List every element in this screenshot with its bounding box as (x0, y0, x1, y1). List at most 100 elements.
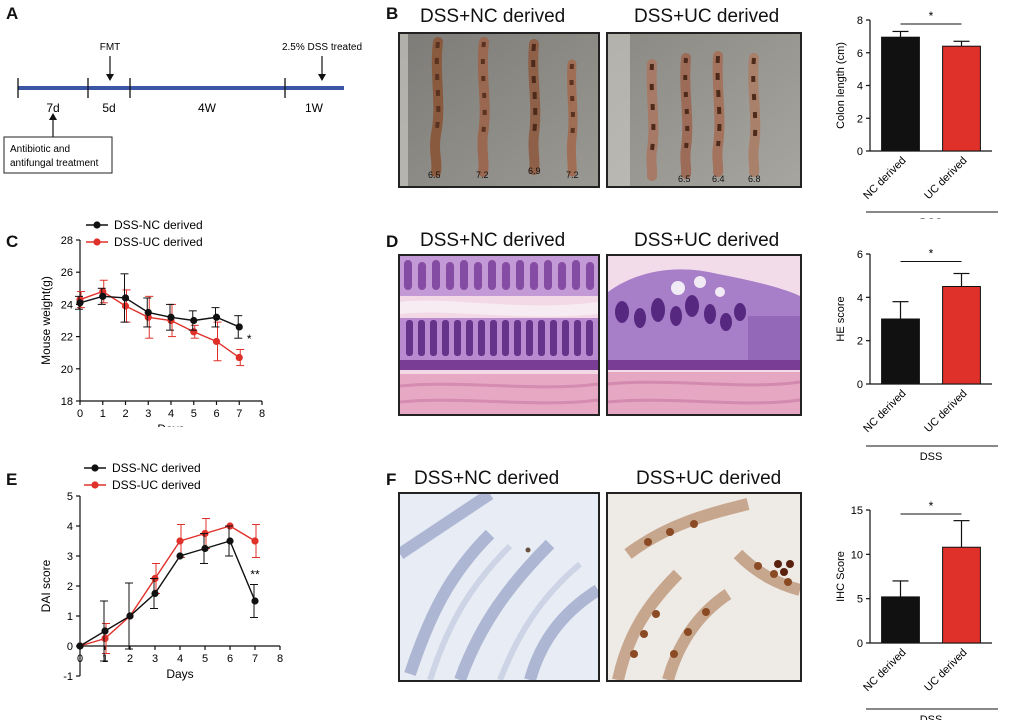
y-axis-label: Mouse weight(g) (39, 276, 53, 365)
x-tick-label: 3 (152, 653, 158, 665)
significance-marker: * (929, 499, 934, 513)
y-axis-label: HE score (835, 296, 847, 341)
fmt-arrow-head (106, 74, 114, 81)
colon-specimen (566, 59, 578, 177)
photo-title-uc: DSS+UC derived (634, 230, 780, 251)
y-tick-label: 2 (67, 581, 73, 593)
significance-marker: * (929, 9, 934, 23)
bar (881, 596, 920, 644)
colon-photo-uc-image: 6.5 6.4 6.8 (608, 34, 800, 186)
x-tick-label: 6 (213, 408, 219, 420)
legend-label: DSS-NC derived (112, 461, 201, 475)
legend-label: DSS-NC derived (114, 218, 203, 232)
ihc-photo-nc (398, 492, 600, 682)
colon-specimen (528, 39, 541, 175)
legend-label: DSS-UC derived (114, 235, 203, 249)
x-tick-label: 5 (191, 408, 197, 420)
colon-length-chart: 0 2 4 6 8 Colon length (cm) NC derived UC deriv… (835, 9, 998, 219)
legend-marker (91, 464, 99, 472)
data-point (101, 627, 109, 635)
series-line (79, 295, 240, 328)
y-tick-label: 0 (857, 379, 863, 391)
x-tick-label: 5 (202, 653, 208, 665)
y-tick-label: 0 (67, 641, 73, 653)
data-point (144, 308, 152, 317)
colon-specimen (646, 59, 659, 181)
colon-specimen (680, 53, 693, 179)
colon-length-label: 7.2 (566, 170, 579, 180)
data-point (121, 294, 130, 302)
photo-title-nc: DSS+NC derived (420, 6, 566, 27)
he-photo-uc-image (608, 256, 800, 414)
photo-title-uc: DSS+UC derived (636, 468, 782, 489)
data-point (212, 313, 221, 321)
significance-marker: ** (250, 568, 260, 582)
data-point (101, 634, 109, 643)
y-axis-label: Colon length (cm) (835, 42, 847, 129)
bar (881, 36, 920, 152)
data-point (176, 552, 184, 560)
x-tick-label: 4 (177, 653, 183, 665)
colon-specimen (712, 51, 725, 177)
legend-marker (93, 221, 101, 229)
x-tick-label: 4 (168, 408, 174, 420)
ihc-photo-uc (606, 492, 802, 682)
x-tick-label: UC derived (922, 388, 969, 435)
group-label: DSS (920, 714, 943, 720)
fmt-label: FMT (100, 42, 121, 53)
bar (881, 318, 920, 385)
panel-label-c: C (6, 232, 19, 251)
he-photo-nc (398, 254, 600, 416)
ihc-photo-nc-image (400, 494, 598, 680)
y-axis-label: DAI score (39, 559, 53, 612)
treatment-label-line1: Antibiotic and (10, 144, 70, 155)
colon-photo-nc-image: 6.5 7.2 6.9 7.2 (400, 34, 598, 186)
colon-length-label: 6.8 (748, 174, 761, 184)
y-tick-label: 20 (61, 364, 73, 376)
dss-label: 2.5% DSS treated (282, 42, 362, 53)
y-tick-label: 24 (61, 299, 73, 311)
x-tick-label: 0 (77, 408, 83, 420)
x-tick-label: 1 (100, 408, 106, 420)
y-tick-label: 4 (67, 521, 73, 533)
group-label: DSS (920, 217, 943, 219)
dss-arrow-head (318, 74, 326, 81)
legend-label: DSS-UC derived (112, 478, 201, 492)
colon-photo-uc: 6.5 6.4 6.8 (606, 32, 802, 188)
photo-title-uc: DSS+UC derived (634, 6, 780, 27)
colon-photo-nc: 6.5 7.2 6.9 7.2 (398, 32, 600, 188)
x-tick-label: 2 (127, 653, 133, 665)
bar (942, 546, 981, 644)
x-tick-label: NC derived (861, 647, 908, 694)
data-point (251, 597, 259, 605)
timeline-segment-label: 1W (305, 101, 324, 115)
x-axis-label: Days (166, 667, 193, 681)
group-label: DSS (920, 451, 943, 463)
y-axis-label: IHC Score (835, 551, 847, 602)
colon-specimen (430, 37, 444, 177)
x-tick-label: 0 (77, 653, 83, 665)
y-tick-label: 2 (857, 113, 863, 125)
x-tick-label: 7 (236, 408, 242, 420)
dai-score-chart: -1 0 1 2 3 4 5 0 1 2 3 4 5 6 7 8 Days DAI score DSS-NC der… (39, 461, 283, 683)
photo-title-nc: DSS+NC derived (414, 468, 560, 489)
mouse-weight-chart: 18 20 22 24 26 28 0 1 2 3 4 5 6 7 8 Days Mouse weight(g)… (39, 218, 265, 427)
x-tick-label: NC derived (861, 155, 908, 202)
data-point (190, 316, 198, 325)
x-tick-label: 2 (122, 408, 128, 420)
colon-specimen (477, 37, 490, 177)
panel-label-a: A (6, 4, 19, 23)
series-line (79, 290, 240, 359)
y-tick-label: 6 (857, 249, 863, 261)
timeline-segment-label: 4W (198, 101, 217, 115)
colon-length-label: 7.2 (476, 170, 489, 180)
panel-label-b: B (386, 4, 399, 23)
data-point (167, 313, 175, 321)
colon-length-label: 6.4 (712, 174, 725, 184)
data-point (201, 544, 209, 553)
y-tick-label: 8 (857, 15, 863, 27)
y-tick-label: 5 (857, 594, 863, 606)
x-tick-label: UC derived (922, 647, 969, 694)
y-tick-label: 2 (857, 336, 863, 348)
data-point (235, 353, 243, 362)
